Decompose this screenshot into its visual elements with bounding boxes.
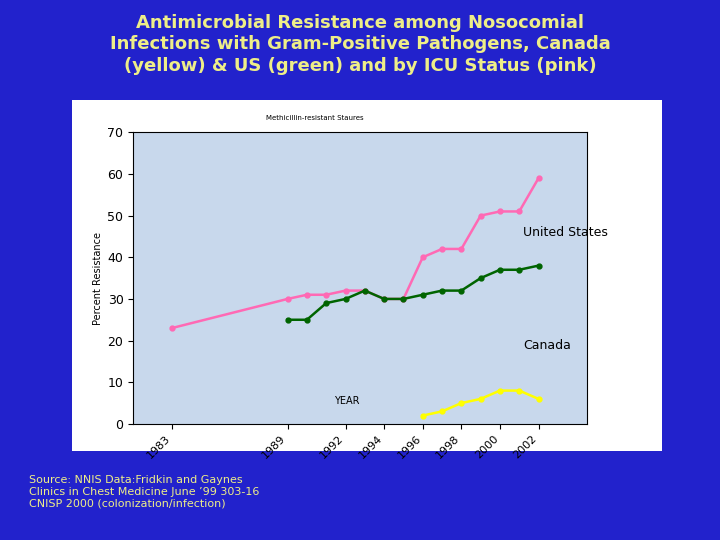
Text: Canada: Canada: [523, 339, 571, 352]
Text: Infections with Gram-Positive Pathogens, Canada: Infections with Gram-Positive Pathogens,…: [109, 35, 611, 53]
Text: Antimicrobial Resistance among Nosocomial: Antimicrobial Resistance among Nosocomia…: [136, 14, 584, 31]
Text: YEAR: YEAR: [333, 396, 359, 407]
Text: (yellow) & US (green) and by ICU Status (pink): (yellow) & US (green) and by ICU Status …: [124, 57, 596, 75]
Text: United States: United States: [523, 226, 608, 239]
Text: Source: NNIS Data:Fridkin and Gaynes
Clinics in Chest Medicine June ’99 303-16
C: Source: NNIS Data:Fridkin and Gaynes Cli…: [29, 475, 259, 508]
Text: Methicillin-resistant Staures: Methicillin-resistant Staures: [266, 114, 364, 120]
Y-axis label: Percent Resistance: Percent Resistance: [94, 232, 103, 325]
